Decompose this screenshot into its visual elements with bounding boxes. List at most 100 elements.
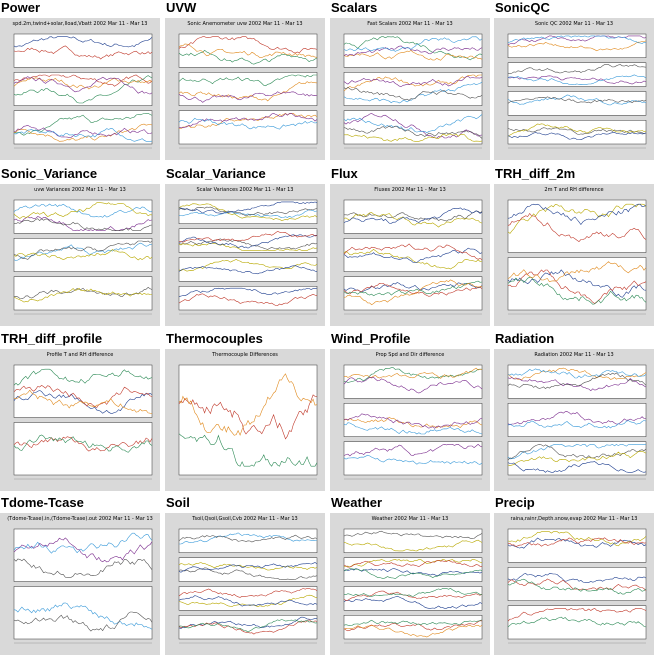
panel-label[interactable]: Power bbox=[1, 0, 41, 15]
plot-thumbnail[interactable]: raina,rainr,Depth.snow,evap 2002 Mar 11 … bbox=[494, 513, 654, 655]
thumbnail-cell: Thermocouples Thermocouple Differences bbox=[165, 331, 325, 493]
trace-line bbox=[343, 74, 482, 92]
trace-line bbox=[343, 588, 482, 597]
subplot-frame bbox=[507, 403, 647, 437]
thumbnail-cell: Weather Weather 2002 Mar 11 - Mar 13 bbox=[330, 495, 490, 657]
trace-line bbox=[343, 619, 483, 626]
panel-label[interactable]: TRH_diff_2m bbox=[495, 166, 576, 181]
trace-line bbox=[178, 43, 318, 58]
trace-line bbox=[178, 293, 318, 306]
plot-thumbnail[interactable]: Sonic Anemometer uvw 2002 Mar 11 - Mar 1… bbox=[165, 18, 325, 160]
trace-line bbox=[507, 461, 647, 473]
plot-thumbnail[interactable]: Prop Spd and Dir difference bbox=[330, 349, 490, 491]
plot-thumbnail[interactable]: Scalar Variances 2002 Mar 11 - Mar 13 bbox=[165, 184, 325, 326]
plot-title: Weather 2002 Mar 11 - Mar 13 bbox=[372, 516, 449, 522]
trace-line bbox=[343, 624, 483, 638]
trace-line bbox=[13, 532, 153, 554]
panel-label[interactable]: Wind_Profile bbox=[331, 331, 411, 346]
panel-label[interactable]: Flux bbox=[331, 166, 358, 181]
trace-line bbox=[13, 216, 153, 232]
plot-title: (Tdome-Tcase).in,(Tdome-Tcase).out 2002 … bbox=[7, 516, 153, 522]
subplot-frame bbox=[507, 528, 647, 563]
trace-line bbox=[178, 588, 318, 598]
trace-line bbox=[343, 36, 483, 61]
thumbnail-cell: Scalar_Variance Scalar Variances 2002 Mar… bbox=[165, 166, 325, 328]
plot-thumbnail[interactable]: Tsoil,Qsoil,Gsoil,Cvb 2002 Mar 11 - Mar … bbox=[165, 513, 325, 655]
panel-label[interactable]: Precip bbox=[495, 495, 535, 510]
plot-thumbnail[interactable]: Fast Scalars 2002 Mar 11 - Mar 13 bbox=[330, 18, 490, 160]
plot-thumbnail[interactable]: Thermocouple Differences bbox=[165, 349, 325, 491]
panel-label[interactable]: Thermocouples bbox=[166, 331, 263, 346]
panel-label[interactable]: Soil bbox=[166, 495, 190, 510]
trace-line bbox=[343, 595, 483, 609]
subplot-frame bbox=[343, 586, 483, 611]
panel-label[interactable]: Scalar_Variance bbox=[166, 166, 266, 181]
trace-line bbox=[13, 602, 153, 630]
trace-line bbox=[178, 206, 318, 217]
trace-line bbox=[13, 249, 153, 261]
plot-title: Sonic Anemometer uvw 2002 Mar 11 - Mar 1… bbox=[187, 21, 302, 27]
trace-line bbox=[13, 537, 153, 563]
panel-label[interactable]: Sonic_Variance bbox=[1, 166, 98, 181]
plot-thumbnail[interactable]: spd.2m,twind+solar,Iload,Vbatt 2002 Mar … bbox=[0, 18, 160, 160]
subplot-frame bbox=[178, 110, 318, 145]
trace-line bbox=[343, 280, 483, 297]
plot-title: raina,rainr,Depth.snow,evap 2002 Mar 11 … bbox=[511, 516, 638, 522]
trace-line bbox=[343, 367, 483, 379]
subplot-frame bbox=[343, 110, 483, 145]
trace-line bbox=[343, 559, 483, 568]
trace-line bbox=[178, 562, 318, 573]
plot-title: Tsoil,Qsoil,Gsoil,Cvb 2002 Mar 11 - Mar … bbox=[191, 516, 297, 522]
plot-thumbnail[interactable]: (Tdome-Tcase).in,(Tdome-Tcase).out 2002 … bbox=[0, 513, 160, 655]
trace-line bbox=[13, 434, 153, 453]
subplot-frame bbox=[178, 33, 318, 68]
trace-line bbox=[343, 212, 483, 228]
plot-title: uvw Variances 2002 Mar 11 - Mar 13 bbox=[34, 187, 126, 193]
subplot-frame bbox=[343, 199, 483, 234]
trace-line bbox=[13, 385, 153, 408]
subplot-frame bbox=[178, 586, 318, 611]
subplot-frame bbox=[178, 557, 318, 582]
plot-thumbnail[interactable]: uvw Variances 2002 Mar 11 - Mar 13 bbox=[0, 184, 160, 326]
plot-thumbnail[interactable]: Radiation 2002 Mar 11 - Mar 13 bbox=[494, 349, 654, 491]
panel-label[interactable]: Weather bbox=[331, 495, 383, 510]
trace-line bbox=[13, 611, 153, 632]
trace-line bbox=[13, 124, 153, 138]
thumbnail-cell: TRH_diff_profile Profile T and RH differe… bbox=[0, 331, 160, 493]
subplot-frame bbox=[343, 441, 483, 476]
trace-line bbox=[13, 75, 153, 104]
subplot-frame bbox=[13, 586, 153, 640]
trace-line bbox=[13, 287, 153, 303]
trace-line bbox=[343, 568, 483, 577]
trace-line bbox=[178, 234, 317, 249]
trace-line bbox=[507, 578, 647, 595]
subplot-frame bbox=[13, 33, 153, 68]
trace-line bbox=[343, 560, 483, 568]
plot-thumbnail[interactable]: Profile T and RH difference bbox=[0, 349, 160, 491]
panel-label[interactable]: TRH_diff_profile bbox=[1, 331, 103, 346]
trace-line bbox=[507, 40, 647, 52]
trace-line bbox=[178, 238, 318, 250]
plot-title: Radiation 2002 Mar 11 - Mar 13 bbox=[534, 352, 613, 358]
trace-line bbox=[343, 422, 483, 435]
plot-thumbnail[interactable]: 2m T and RH difference bbox=[494, 184, 654, 326]
panel-label[interactable]: Tdome-Tcase bbox=[1, 495, 84, 510]
subplot-frame bbox=[507, 62, 647, 87]
thumbnail-cell: Soil Tsoil,Qsoil,Gsoil,Cvb 2002 Mar 11 - … bbox=[165, 495, 325, 657]
panel-label[interactable]: SonicQC bbox=[495, 0, 550, 15]
trace-line bbox=[507, 420, 647, 429]
trace-line bbox=[507, 372, 647, 389]
panel-label[interactable]: UVW bbox=[166, 0, 197, 15]
plot-thumbnail[interactable]: Weather 2002 Mar 11 - Mar 13 bbox=[330, 513, 490, 655]
trace-line bbox=[343, 45, 483, 56]
plot-thumbnail[interactable]: Fluxes 2002 Mar 11 - Mar 13 bbox=[330, 184, 490, 326]
panel-label[interactable]: Radiation bbox=[495, 331, 555, 346]
panel-label[interactable]: Scalars bbox=[331, 0, 378, 15]
trace-line bbox=[343, 376, 483, 394]
plot-thumbnail[interactable]: Sonic QC 2002 Mar 11 - Mar 13 bbox=[494, 18, 654, 160]
trace-line bbox=[507, 75, 647, 85]
trace-line bbox=[507, 127, 647, 135]
